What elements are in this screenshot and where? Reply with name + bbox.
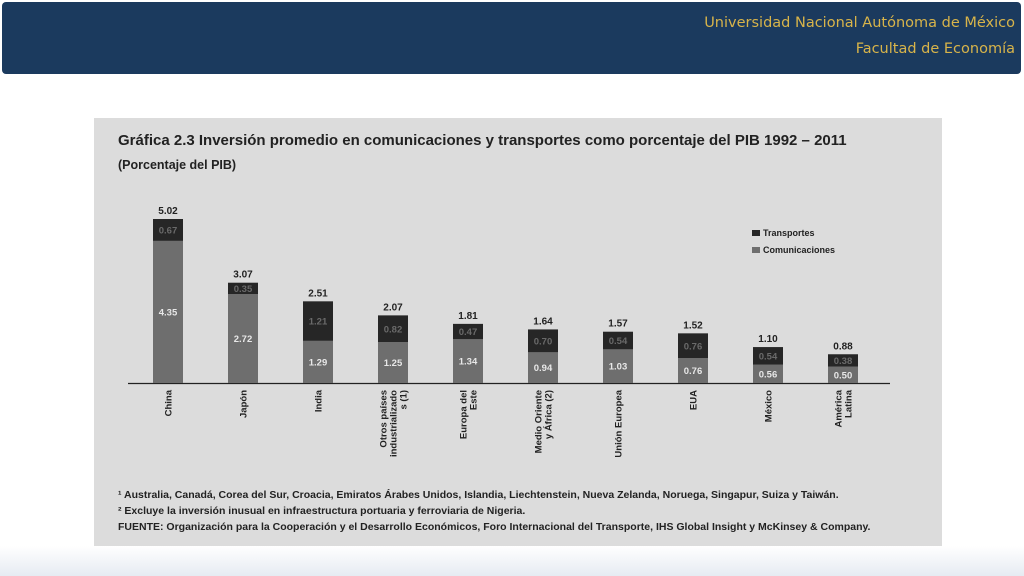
total-label: 3.07 xyxy=(233,270,253,281)
category-label: India xyxy=(314,389,325,412)
category-label-line: México xyxy=(764,390,775,422)
data-label: 1.29 xyxy=(309,357,328,368)
chart-figure: Gráfica 2.3 Inversión promedio en comuni… xyxy=(94,118,942,547)
data-label: 1.21 xyxy=(309,317,328,328)
data-label: 0.56 xyxy=(759,369,778,380)
category-label: China xyxy=(164,389,175,416)
data-label: 0.35 xyxy=(234,284,253,295)
bar-transportes xyxy=(228,282,258,295)
bar-comunicaciones xyxy=(303,340,333,383)
category-label-line: Este xyxy=(469,390,480,410)
chart-legend: Transportes Comunicaciones xyxy=(752,224,835,258)
legend-item-comunicaciones: Comunicaciones xyxy=(752,241,835,258)
bar-comunicaciones xyxy=(453,339,483,383)
data-label: 0.94 xyxy=(534,363,553,374)
category-label-line: Japón xyxy=(239,390,250,418)
bar-transportes xyxy=(678,333,708,359)
category-label: Europa del Este xyxy=(459,390,480,439)
chart-notes: ¹ Australia, Canadá, Corea del Sur, Croa… xyxy=(118,487,870,535)
data-label: 0.70 xyxy=(534,336,553,347)
category-label-line: Medio Oriente xyxy=(534,390,545,453)
note-1: ¹ Australia, Canadá, Corea del Sur, Croa… xyxy=(118,489,839,501)
legend-swatch-transportes xyxy=(752,229,760,236)
total-label: 1.10 xyxy=(758,334,778,345)
bar-comunicaciones xyxy=(528,352,558,383)
category-label-line: Europa del xyxy=(459,390,470,439)
data-label: 1.25 xyxy=(384,358,403,369)
data-label: 0.54 xyxy=(759,351,778,362)
category-label-line: s (1) xyxy=(399,390,410,410)
category-label: América Latina xyxy=(834,389,855,427)
faculty-name: Facultad de Economía xyxy=(855,41,1015,57)
category-label-line: EUA xyxy=(689,390,700,410)
bar-transportes xyxy=(153,219,183,241)
bar-comunicaciones xyxy=(753,364,783,383)
data-label: 4.35 xyxy=(159,307,178,318)
category-label: Otros países industrializado s (1) xyxy=(379,390,410,457)
total-label: 1.64 xyxy=(533,316,553,327)
chart-title: Gráfica 2.3 Inversión promedio en comuni… xyxy=(118,132,847,149)
legend-label-comunicaciones: Comunicaciones xyxy=(763,244,836,255)
category-label-line: Latina xyxy=(844,389,855,418)
data-label: 1.03 xyxy=(609,362,628,373)
header-bar: Universidad Nacional Autónoma de México … xyxy=(2,2,1021,74)
chart-plot: 4.35 0.67 5.02 China 2.72 0.35 3.07 Japón 1.29 1.… xyxy=(128,206,890,458)
data-label: 0.38 xyxy=(834,356,853,367)
bar-transportes xyxy=(603,331,633,350)
total-label: 1.52 xyxy=(683,320,703,331)
data-label: 0.50 xyxy=(834,370,853,381)
chart-subtitle: (Porcentaje del PIB) xyxy=(118,158,237,172)
category-label-line: América xyxy=(834,389,845,427)
total-label: 5.02 xyxy=(158,206,178,217)
category-label-line: Otros países xyxy=(379,390,390,448)
bar-transportes xyxy=(828,354,858,367)
data-label: 0.82 xyxy=(384,324,403,335)
category-label: Medio Oriente y África (2) xyxy=(534,390,555,453)
data-label: 0.54 xyxy=(609,336,628,347)
category-label: Japón xyxy=(239,390,250,418)
bar-comunicaciones xyxy=(228,294,258,383)
data-label: 0.76 xyxy=(684,341,703,352)
category-label-line: India xyxy=(314,389,325,412)
data-label: 0.47 xyxy=(459,327,478,338)
total-label: 0.88 xyxy=(833,341,853,352)
total-label: 2.51 xyxy=(308,288,328,299)
category-label-line: Unión Europea xyxy=(614,389,625,457)
bar-comunicaciones xyxy=(828,366,858,383)
total-label: 2.07 xyxy=(383,302,403,313)
category-label: EUA xyxy=(689,390,700,410)
note-source: FUENTE: Organización para la Cooperación… xyxy=(118,521,871,533)
category-label-line: industrializado xyxy=(389,390,400,457)
total-label: 1.81 xyxy=(458,311,478,322)
data-label: 1.34 xyxy=(459,357,478,368)
data-label: 0.67 xyxy=(159,225,178,236)
data-label: 0.76 xyxy=(684,366,703,377)
legend-label-transportes: Transportes xyxy=(763,227,815,238)
bar-comunicaciones xyxy=(678,358,708,383)
bar-transportes xyxy=(528,329,558,353)
bar-comunicaciones xyxy=(378,342,408,383)
note-2: ² Excluye la inversión inusual en infrae… xyxy=(118,505,526,517)
category-label: México xyxy=(764,390,775,422)
bar-transportes xyxy=(303,301,333,341)
university-name: Universidad Nacional Autónoma de México xyxy=(704,15,1015,31)
legend-item-transportes: Transportes xyxy=(752,224,835,241)
bar-transportes xyxy=(378,315,408,343)
legend-swatch-comunicaciones xyxy=(752,246,760,253)
category-label-line: y África (2) xyxy=(544,390,555,439)
bar-transportes xyxy=(753,347,783,365)
bar-comunicaciones xyxy=(153,240,183,383)
bar-transportes xyxy=(453,323,483,340)
category-label: Unión Europea xyxy=(614,389,625,457)
category-label-line: China xyxy=(164,389,175,416)
footer-band xyxy=(0,546,1024,576)
data-label: 2.72 xyxy=(234,334,253,345)
total-label: 1.57 xyxy=(608,319,628,330)
bar-comunicaciones xyxy=(603,349,633,383)
